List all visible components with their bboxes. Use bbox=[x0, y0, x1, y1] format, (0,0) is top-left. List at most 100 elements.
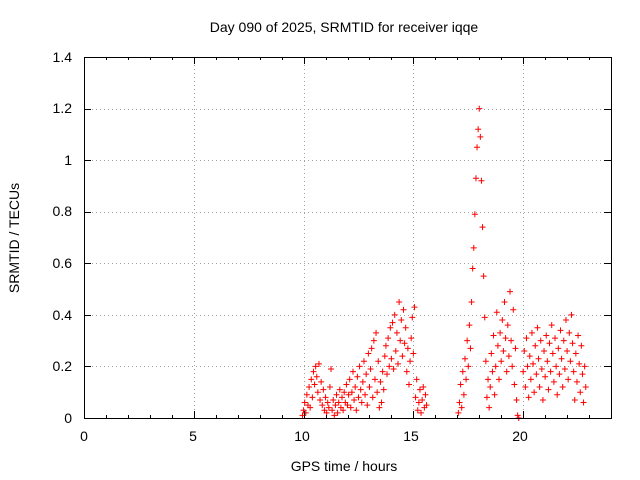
data-point bbox=[572, 350, 579, 357]
data-point bbox=[573, 378, 580, 385]
data-point bbox=[344, 402, 351, 409]
data-point bbox=[401, 340, 408, 347]
data-point bbox=[389, 319, 396, 326]
data-point bbox=[496, 376, 503, 383]
data-point bbox=[486, 404, 493, 411]
data-point bbox=[494, 342, 501, 349]
y-tick-label: 0 bbox=[64, 410, 72, 426]
data-point bbox=[340, 407, 347, 414]
data-point bbox=[352, 384, 359, 391]
y-tick-label: 0.8 bbox=[53, 203, 73, 219]
y-tick-label: 0.6 bbox=[53, 255, 73, 271]
y-tick-label: 1.4 bbox=[53, 49, 73, 65]
data-point bbox=[398, 317, 405, 324]
data-point bbox=[524, 363, 531, 370]
data-point bbox=[553, 363, 560, 370]
data-point bbox=[478, 177, 485, 184]
data-point bbox=[466, 322, 473, 329]
data-point bbox=[567, 358, 574, 365]
data-point bbox=[577, 389, 584, 396]
data-point bbox=[371, 376, 378, 383]
data-point bbox=[480, 273, 487, 280]
data-point bbox=[363, 371, 370, 378]
data-point bbox=[503, 368, 510, 375]
data-point bbox=[522, 384, 529, 391]
data-point bbox=[414, 407, 421, 414]
data-point bbox=[568, 311, 575, 318]
data-point bbox=[311, 381, 318, 388]
data-point bbox=[537, 337, 544, 344]
data-point bbox=[511, 381, 518, 388]
data-point bbox=[562, 317, 569, 324]
data-point bbox=[492, 363, 499, 370]
data-point bbox=[384, 371, 391, 378]
data-point bbox=[370, 337, 377, 344]
data-point bbox=[560, 337, 567, 344]
data-point bbox=[536, 384, 543, 391]
data-point bbox=[315, 360, 322, 367]
data-point bbox=[416, 386, 423, 393]
data-point bbox=[322, 394, 329, 401]
data-point bbox=[547, 368, 554, 375]
data-point bbox=[527, 376, 534, 383]
data-point bbox=[509, 363, 516, 370]
data-point bbox=[410, 350, 417, 357]
data-point bbox=[500, 347, 507, 354]
data-point bbox=[575, 332, 582, 339]
data-point bbox=[485, 376, 492, 383]
data-point bbox=[544, 358, 551, 365]
data-point bbox=[538, 366, 545, 373]
data-point bbox=[339, 394, 346, 401]
x-tick-label: 15 bbox=[403, 428, 419, 444]
data-point bbox=[543, 332, 550, 339]
data-point bbox=[313, 373, 320, 380]
data-point bbox=[413, 376, 420, 383]
data-point bbox=[408, 335, 415, 342]
x-axis-label: GPS time / hours bbox=[291, 458, 398, 474]
data-point bbox=[564, 347, 571, 354]
data-point bbox=[550, 378, 557, 385]
data-point bbox=[504, 322, 511, 329]
data-point bbox=[510, 306, 517, 313]
data-point bbox=[386, 363, 393, 370]
data-point bbox=[501, 298, 508, 305]
data-point bbox=[521, 347, 528, 354]
data-point bbox=[565, 376, 572, 383]
data-point bbox=[490, 332, 497, 339]
data-point bbox=[535, 355, 542, 362]
data-point bbox=[379, 368, 386, 375]
data-point bbox=[458, 404, 465, 411]
data-point bbox=[542, 373, 549, 380]
data-point bbox=[382, 342, 389, 349]
data-point bbox=[317, 396, 324, 403]
data-point bbox=[325, 404, 332, 411]
data-point bbox=[506, 288, 513, 295]
axis-ticks bbox=[84, 57, 612, 419]
data-point bbox=[479, 224, 486, 231]
data-point bbox=[329, 407, 336, 414]
data-point bbox=[351, 396, 358, 403]
data-point bbox=[465, 363, 472, 370]
y-axis-label: SRMTID / TECUs bbox=[6, 183, 22, 293]
data-point bbox=[541, 347, 548, 354]
data-point bbox=[318, 378, 325, 385]
data-point bbox=[323, 409, 330, 416]
data-point bbox=[381, 353, 388, 360]
data-point bbox=[404, 345, 411, 352]
x-tick-labels: 0 5 10 15 20 bbox=[80, 428, 528, 444]
data-point bbox=[415, 399, 422, 406]
data-point bbox=[464, 337, 471, 344]
data-point bbox=[561, 366, 568, 373]
data-point bbox=[557, 327, 564, 334]
data-point bbox=[355, 394, 362, 401]
grid-lines bbox=[84, 57, 611, 418]
data-point bbox=[571, 396, 578, 403]
data-point bbox=[530, 360, 537, 367]
data-point bbox=[578, 342, 585, 349]
data-point bbox=[405, 381, 412, 388]
data-point bbox=[395, 360, 402, 367]
data-point bbox=[531, 389, 538, 396]
data-point bbox=[343, 381, 350, 388]
